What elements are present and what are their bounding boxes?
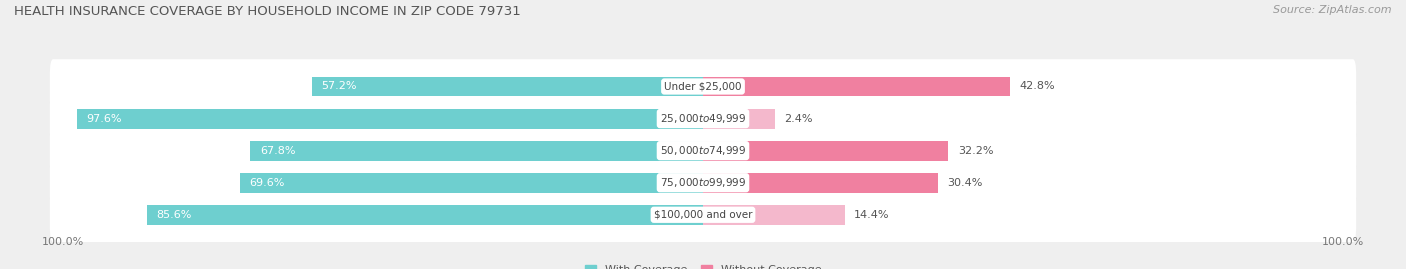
FancyBboxPatch shape	[49, 123, 1357, 178]
Text: 2.4%: 2.4%	[785, 114, 813, 123]
Text: HEALTH INSURANCE COVERAGE BY HOUSEHOLD INCOME IN ZIP CODE 79731: HEALTH INSURANCE COVERAGE BY HOUSEHOLD I…	[14, 5, 520, 18]
Text: 57.2%: 57.2%	[322, 82, 357, 91]
FancyBboxPatch shape	[49, 91, 1357, 146]
FancyBboxPatch shape	[49, 59, 1357, 114]
Text: $25,000 to $49,999: $25,000 to $49,999	[659, 112, 747, 125]
Bar	[703, 109, 775, 129]
Text: 30.4%: 30.4%	[948, 178, 983, 188]
Text: 32.2%: 32.2%	[957, 146, 994, 156]
FancyBboxPatch shape	[49, 187, 1357, 242]
Legend: With Coverage, Without Coverage: With Coverage, Without Coverage	[585, 265, 821, 269]
Text: Under $25,000: Under $25,000	[664, 82, 742, 91]
Text: $50,000 to $74,999: $50,000 to $74,999	[659, 144, 747, 157]
Bar	[77, 109, 703, 129]
Text: $75,000 to $99,999: $75,000 to $99,999	[659, 176, 747, 189]
Text: Source: ZipAtlas.com: Source: ZipAtlas.com	[1274, 5, 1392, 15]
Text: 42.8%: 42.8%	[1019, 82, 1056, 91]
Bar	[250, 141, 703, 161]
Text: 97.6%: 97.6%	[86, 114, 122, 123]
Text: 14.4%: 14.4%	[855, 210, 890, 220]
Bar	[703, 173, 938, 193]
Bar	[703, 205, 845, 225]
Text: 85.6%: 85.6%	[156, 210, 191, 220]
FancyBboxPatch shape	[49, 155, 1357, 210]
Text: $100,000 and over: $100,000 and over	[654, 210, 752, 220]
Bar	[240, 173, 703, 193]
Text: 67.8%: 67.8%	[260, 146, 295, 156]
Bar	[146, 205, 703, 225]
Bar	[312, 77, 703, 96]
Text: 69.6%: 69.6%	[249, 178, 285, 188]
Bar	[703, 77, 1010, 96]
Bar	[703, 141, 948, 161]
